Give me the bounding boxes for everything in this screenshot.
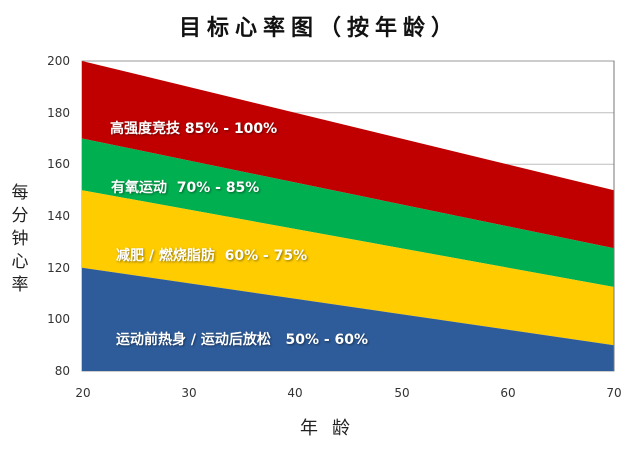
band-label-red: 高强度竞技 85% - 100%	[110, 121, 278, 137]
band-label-yellow: 减肥 / 燃烧脂肪 60% - 75%	[116, 248, 308, 264]
x-tick-30: 30	[181, 386, 197, 400]
band-green	[82, 138, 614, 287]
x-tick-70: 70	[606, 386, 622, 400]
band-label-blue: 运动前热身 / 运动后放松 50% - 60%	[116, 332, 369, 348]
y-axis-label-char: 每	[11, 183, 29, 203]
y-axis-label-char: 分	[11, 206, 29, 226]
x-axis-label: 年龄	[300, 418, 364, 439]
band-blue	[82, 267, 614, 371]
y-axis-label-char: 率	[11, 275, 29, 295]
x-tick-50: 50	[394, 386, 410, 400]
y-axis-label-char: 心	[11, 252, 29, 272]
chart-title: 目标心率图（按年龄）	[178, 16, 459, 41]
y-tick-180: 180	[47, 106, 70, 120]
y-tick-80: 80	[54, 364, 70, 378]
x-tick-60: 60	[500, 386, 516, 400]
band-yellow	[82, 190, 614, 346]
y-tick-140: 140	[47, 209, 70, 223]
y-tick-200: 200	[47, 54, 70, 68]
y-tick-100: 100	[47, 312, 70, 326]
band-label-green: 有氧运动 70% - 85%	[111, 180, 260, 196]
y-axis-label: 每 分 钟 心 率	[8, 182, 32, 297]
y-tick-120: 120	[47, 261, 70, 275]
x-tick-40: 40	[287, 386, 303, 400]
y-tick-160: 160	[47, 157, 70, 171]
y-axis-label-char: 钟	[11, 229, 29, 249]
band-red	[82, 61, 614, 249]
x-tick-20: 20	[75, 386, 91, 400]
